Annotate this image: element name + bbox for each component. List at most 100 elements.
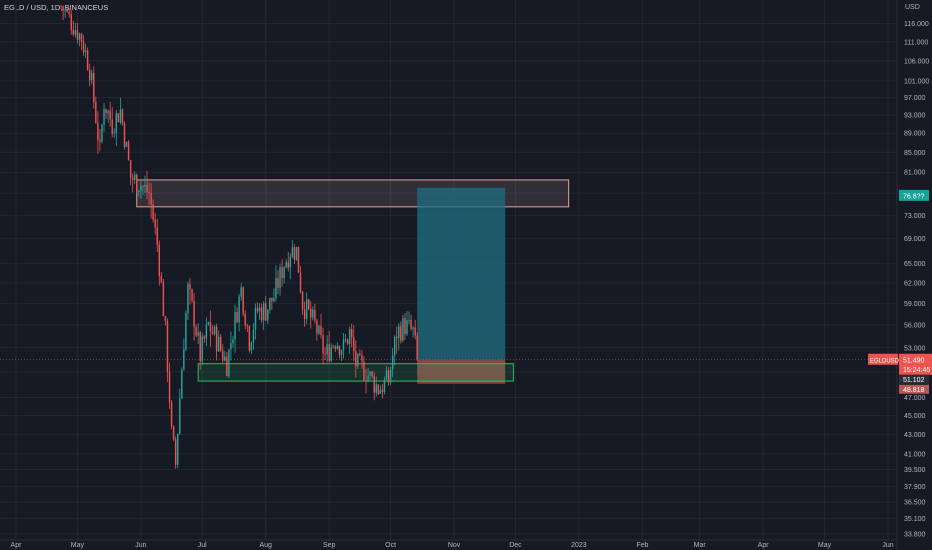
candle-body[interactable] xyxy=(113,132,115,134)
candle-body[interactable] xyxy=(414,327,416,336)
candle-body[interactable] xyxy=(265,303,267,321)
candle-body[interactable] xyxy=(107,110,109,114)
candle-body[interactable] xyxy=(72,29,75,35)
candle-body[interactable] xyxy=(359,353,361,356)
candle-body[interactable] xyxy=(305,299,308,319)
candle-body[interactable] xyxy=(355,351,357,367)
candle-body[interactable] xyxy=(242,287,244,314)
candle-body[interactable] xyxy=(387,370,390,383)
candle-body[interactable] xyxy=(350,329,353,338)
candle-body[interactable] xyxy=(134,174,136,180)
candle-body[interactable] xyxy=(93,72,95,102)
candle-body[interactable] xyxy=(123,123,126,147)
candle-body[interactable] xyxy=(416,335,418,360)
candle-body[interactable] xyxy=(260,307,263,321)
candle-body[interactable] xyxy=(205,324,208,339)
candle-body[interactable] xyxy=(289,257,292,268)
candle-body[interactable] xyxy=(179,398,181,434)
candle-body[interactable] xyxy=(363,361,365,381)
candle-body[interactable] xyxy=(121,109,124,124)
candle-body[interactable] xyxy=(80,33,83,42)
candle-body[interactable] xyxy=(189,283,191,290)
candle-body[interactable] xyxy=(252,329,255,343)
candle-body[interactable] xyxy=(273,298,275,302)
candle-body[interactable] xyxy=(236,312,238,323)
candle-body[interactable] xyxy=(246,325,249,327)
candle-body[interactable] xyxy=(353,337,355,352)
candle-body[interactable] xyxy=(385,370,388,380)
candle-body[interactable] xyxy=(183,349,185,371)
candle-body[interactable] xyxy=(393,336,396,356)
candle-body[interactable] xyxy=(389,369,392,383)
candle-body[interactable] xyxy=(91,72,93,81)
candle-body[interactable] xyxy=(232,339,234,344)
candle-body[interactable] xyxy=(201,336,203,362)
candle-body[interactable] xyxy=(330,347,332,361)
candle-body[interactable] xyxy=(203,336,206,339)
candle-body[interactable] xyxy=(332,346,334,348)
candle-body[interactable] xyxy=(365,380,367,382)
candle-body[interactable] xyxy=(238,296,240,323)
candle-body[interactable] xyxy=(144,184,146,187)
candle-body[interactable] xyxy=(70,14,72,30)
candle-body[interactable] xyxy=(176,433,179,465)
candle-body[interactable] xyxy=(195,326,197,336)
candle-body[interactable] xyxy=(301,291,304,310)
candle-body[interactable] xyxy=(166,321,169,372)
candle-body[interactable] xyxy=(324,353,326,355)
candle-body[interactable] xyxy=(299,272,302,292)
candle-body[interactable] xyxy=(136,174,138,192)
candle-body[interactable] xyxy=(64,10,66,11)
candle-body[interactable] xyxy=(164,316,167,322)
candle-body[interactable] xyxy=(97,122,99,140)
candle-body[interactable] xyxy=(357,353,359,367)
candle-body[interactable] xyxy=(211,331,214,334)
candle-body[interactable] xyxy=(152,204,154,220)
position-target-zone[interactable] xyxy=(417,187,506,360)
candle-body[interactable] xyxy=(377,384,380,395)
candle-body[interactable] xyxy=(207,322,210,325)
candle-body[interactable] xyxy=(222,350,224,361)
candle-body[interactable] xyxy=(101,124,103,142)
candle-body[interactable] xyxy=(209,322,212,332)
candle-body[interactable] xyxy=(191,289,193,301)
candle-body[interactable] xyxy=(111,119,113,134)
candle-body[interactable] xyxy=(406,320,408,335)
candle-body[interactable] xyxy=(391,355,394,370)
candle-body[interactable] xyxy=(285,262,287,268)
candle-body[interactable] xyxy=(142,186,144,187)
candle-body[interactable] xyxy=(215,326,218,352)
candle-body[interactable] xyxy=(375,384,377,393)
candle-body[interactable] xyxy=(250,342,253,351)
candle-body[interactable] xyxy=(342,339,345,351)
candle-body[interactable] xyxy=(244,313,246,326)
candle-body[interactable] xyxy=(344,339,347,341)
candle-body[interactable] xyxy=(60,6,62,7)
position-stop-zone[interactable] xyxy=(417,359,506,384)
candle-body[interactable] xyxy=(228,349,230,377)
candle-body[interactable] xyxy=(68,11,70,15)
candle-body[interactable] xyxy=(224,356,226,361)
candle-body[interactable] xyxy=(230,343,232,350)
candle-body[interactable] xyxy=(279,267,281,288)
candle-body[interactable] xyxy=(105,109,107,114)
candle-body[interactable] xyxy=(240,287,242,297)
candle-body[interactable] xyxy=(66,10,68,12)
candle-body[interactable] xyxy=(86,50,89,70)
candle-body[interactable] xyxy=(62,6,64,11)
candle-body[interactable] xyxy=(199,332,201,362)
candle-body[interactable] xyxy=(197,332,199,336)
candle-body[interactable] xyxy=(316,320,318,334)
candle-body[interactable] xyxy=(138,190,140,192)
candle-body[interactable] xyxy=(267,309,269,321)
candle-body[interactable] xyxy=(117,113,120,123)
candle-body[interactable] xyxy=(297,246,300,273)
candle-body[interactable] xyxy=(156,227,158,245)
candle-body[interactable] xyxy=(103,109,105,125)
candle-body[interactable] xyxy=(82,41,85,53)
candle-body[interactable] xyxy=(140,186,142,191)
candle-body[interactable] xyxy=(217,336,220,352)
candle-body[interactable] xyxy=(269,297,271,310)
candle-body[interactable] xyxy=(258,307,261,312)
